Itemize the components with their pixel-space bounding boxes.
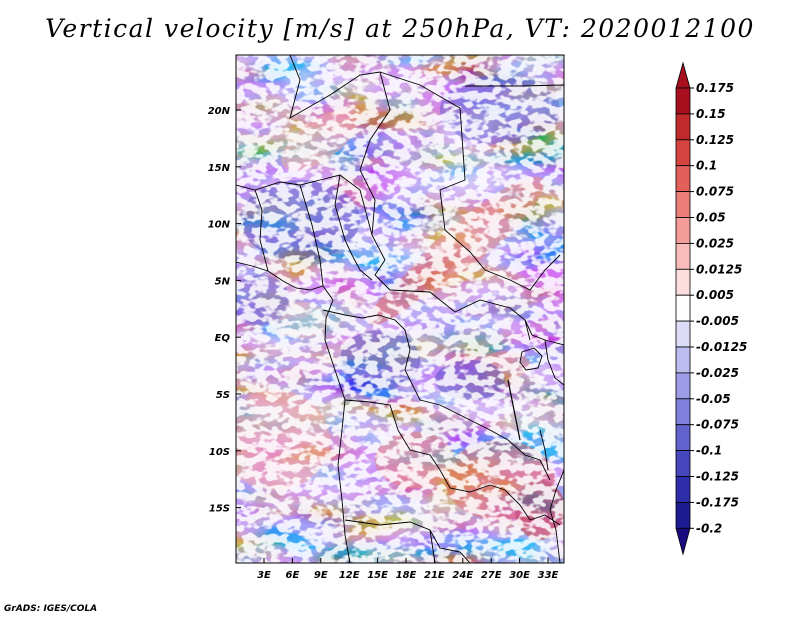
lon-tick-label: 6E — [286, 570, 300, 581]
colorbar-label: -0.175 — [696, 495, 739, 509]
colorbar-label: 0.125 — [696, 133, 734, 147]
grads-credit: GrADS: IGES/COLA — [4, 604, 98, 614]
colorbar-segment — [675, 165, 691, 192]
colorbar-segment — [675, 372, 691, 400]
lake-tanganyika — [507, 379, 521, 441]
lon-tick-label: 30E — [509, 570, 530, 581]
colorbar-segment — [675, 242, 691, 270]
colorbar-label: -0.075 — [696, 418, 739, 432]
lon-tick-label: 33E — [538, 570, 559, 581]
colorbar-segment — [675, 346, 691, 374]
lon-tick-label: 15E — [367, 570, 388, 581]
colorbar-label: -0.2 — [696, 521, 722, 535]
colorbar-segment — [675, 476, 691, 503]
lat-tick-label: 15S — [209, 504, 230, 515]
colorbar-label: 0.175 — [696, 81, 734, 95]
map-frame — [235, 54, 565, 564]
boundaries — [236, 55, 564, 563]
colorbar-segment — [675, 87, 691, 115]
lon-tick-label: 21E — [424, 570, 445, 581]
colorbar-label: 0.005 — [696, 288, 734, 302]
colorbar: 0.175 0.15 0.125 0.1 0.075 0.05 0.025 0.0125 0.0… — [675, 61, 747, 556]
lon-tick-label: 9E — [314, 570, 328, 581]
colorbar-label: 0.025 — [696, 236, 734, 250]
colorbar-label: 0.15 — [696, 107, 726, 121]
lake-victoria — [519, 347, 543, 371]
colorbar-label: -0.05 — [696, 392, 731, 406]
coastline-east — [549, 469, 564, 563]
colorbar-segment — [675, 268, 691, 296]
latitude-axis: 20N 15N 10N 5N EQ 5S 10S 15S — [208, 106, 241, 515]
colorbar-label: -0.0125 — [696, 340, 747, 354]
colorbar-segment — [675, 501, 691, 529]
colorbar-label: 0.075 — [696, 185, 734, 199]
lon-tick-label: 27E — [481, 570, 502, 581]
colorbar-segment — [675, 398, 691, 426]
colorbar-label: 0.05 — [696, 211, 726, 225]
colorbar-label: 0.1 — [696, 159, 717, 173]
lon-tick-label: 12E — [339, 570, 360, 581]
lake-malawi — [539, 429, 549, 471]
lat-tick-label: 10S — [209, 447, 230, 458]
colorbar-segment — [675, 424, 691, 452]
colorbar-segment — [675, 217, 691, 244]
colorbar-label: 0.0125 — [696, 262, 742, 276]
colorbar-top-arrow — [675, 61, 691, 89]
lat-tick-label: 15N — [208, 163, 231, 174]
coastline-west — [236, 261, 351, 563]
colorbar-label: -0.025 — [696, 366, 739, 380]
colorbar-segment — [675, 139, 691, 167]
colorbar-segment — [675, 113, 691, 141]
velocity-field — [236, 55, 564, 563]
colorbar-label: -0.125 — [696, 470, 739, 484]
lat-tick-label: 20N — [208, 106, 231, 117]
colorbar-segment — [675, 294, 691, 322]
lon-tick-label: 3E — [257, 570, 271, 581]
longitude-axis: 3E 6E 9E 12E 15E 18E 21E 24E 27E 30E 33E — [257, 558, 559, 581]
colorbar-bottom-arrow — [675, 527, 691, 556]
colorbar-label: -0.1 — [696, 444, 722, 458]
lat-tick-label: 10N — [208, 220, 231, 231]
lat-tick-label: EQ — [215, 333, 231, 344]
colorbar-segment — [675, 320, 691, 348]
map-title: Vertical velocity [m/s] at 250hPa, VT: 2… — [45, 14, 755, 43]
lat-tick-label: 5N — [215, 276, 231, 287]
colorbar-label: -0.005 — [696, 314, 739, 328]
field-speckle — [236, 55, 564, 563]
lat-tick-label: 5S — [216, 390, 230, 401]
lon-tick-label: 18E — [396, 570, 417, 581]
colorbar-segment — [675, 450, 691, 477]
lon-tick-label: 24E — [452, 570, 473, 581]
colorbar-segment — [675, 191, 691, 218]
